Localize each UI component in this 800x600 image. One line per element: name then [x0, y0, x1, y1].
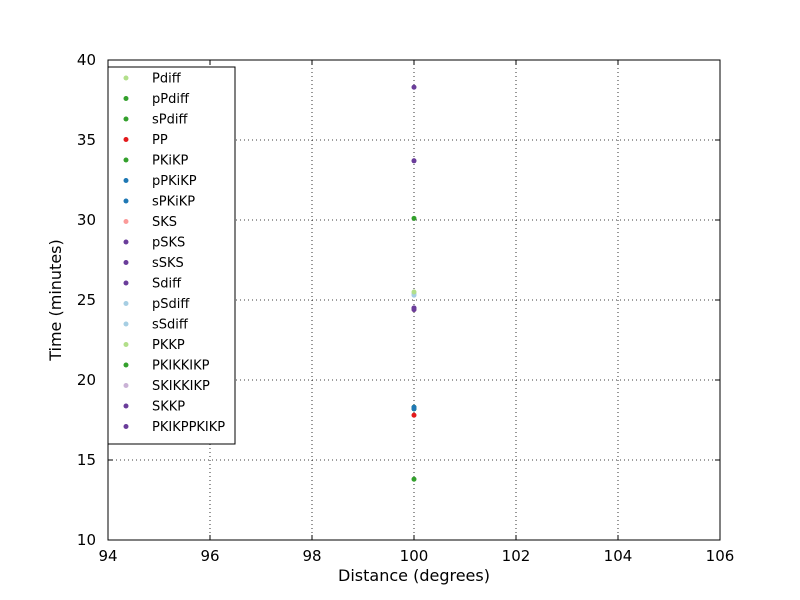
legend-marker-psdiff: [123, 301, 129, 306]
legend-marker-sdiff: [123, 280, 129, 286]
x-tick-label: 106: [706, 547, 735, 565]
legend-label-psks: pSKS: [152, 236, 185, 251]
legend-label-pkikppkikp: PKIKPPKIKP: [152, 420, 225, 435]
legend-label-pp: PP: [152, 133, 168, 148]
y-tick-label: 35: [77, 131, 96, 149]
legend-marker-ppdiff: [123, 96, 129, 101]
legend-marker-skkp: [123, 403, 129, 409]
legend-marker-pp: [123, 137, 129, 142]
x-tick-label: 98: [302, 547, 321, 565]
legend-label-spdiff: sPdiff: [152, 113, 188, 128]
data-point-pkikkikp: [411, 215, 417, 221]
legend-marker-ppkikp: [123, 178, 129, 183]
legend-marker-spdiff: [123, 116, 129, 122]
legend-label-ppdiff: pPdiff: [152, 92, 190, 107]
legend-label-skikkikp: SKIKKIKP: [152, 379, 210, 394]
legend-label-spkikp: sPKiKP: [152, 195, 195, 210]
data-point-pkikp: [411, 476, 417, 482]
legend-label-pkikp: PKiKP: [152, 154, 189, 169]
legend-marker-pkikp: [123, 157, 129, 163]
data-points: [411, 84, 417, 482]
legend-marker-psks: [123, 239, 129, 245]
legend-marker-skikkikp: [123, 383, 129, 388]
data-point-skkp: [411, 158, 417, 164]
legend-box: [107, 66, 236, 445]
legend-label-pkikkikp: PKIKKIKP: [152, 359, 210, 374]
legend-marker-pkkp: [123, 342, 129, 347]
x-tick-label: 96: [200, 547, 219, 565]
y-tick-label: 30: [77, 211, 96, 229]
data-point-pp: [411, 412, 417, 418]
x-tick-label: 94: [98, 547, 117, 565]
legend-label-ssdiff: sSdiff: [152, 318, 189, 333]
y-tick-label: 40: [77, 51, 96, 69]
legend-label-skkp: SKKP: [152, 400, 185, 415]
data-point-spkikp: [411, 404, 417, 410]
data-point-pkkp: [411, 289, 417, 295]
y-tick-label: 15: [77, 451, 96, 469]
legend-marker-ssdiff: [123, 321, 129, 327]
y-axis-label: Time (minutes): [46, 239, 65, 362]
data-point-pkikppkikp: [411, 84, 417, 90]
legend-label-psdiff: pSdiff: [152, 297, 190, 312]
legend-marker-sks: [123, 219, 129, 224]
y-tick-label: 20: [77, 371, 96, 389]
legend-label-pkkp: PKKP: [152, 338, 185, 353]
legend-label-ssks: sSKS: [152, 256, 184, 271]
data-point-sdiff: [411, 307, 417, 313]
y-tick-label: 10: [77, 531, 96, 549]
legend-marker-ssks: [123, 260, 129, 265]
legend: Pdiff pPdiff sPdiff PP PKiKP pPKiKP sPKiKP SKS p…: [107, 66, 236, 445]
legend-marker-spkikp: [123, 198, 129, 204]
x-tick-label: 104: [604, 547, 633, 565]
legend-marker-pkikkikp: [123, 362, 129, 368]
x-axis-label: Distance (degrees): [338, 566, 490, 585]
legend-label-pdiff: Pdiff: [152, 72, 182, 87]
legend-label-ppkikp: pPKiKP: [152, 174, 197, 189]
x-tick-label: 102: [502, 547, 531, 565]
y-tick-label: 25: [77, 291, 96, 309]
legend-label-sdiff: Sdiff: [152, 277, 182, 292]
x-tick-label: 100: [400, 547, 429, 565]
tick-labels: 94 96 98 100 102 104 106 10 15 20 25 30 35 40: [77, 51, 734, 565]
legend-marker-pkikppkikp: [123, 424, 129, 429]
legend-label-sks: SKS: [152, 215, 177, 230]
legend-marker-pdiff: [123, 75, 129, 81]
